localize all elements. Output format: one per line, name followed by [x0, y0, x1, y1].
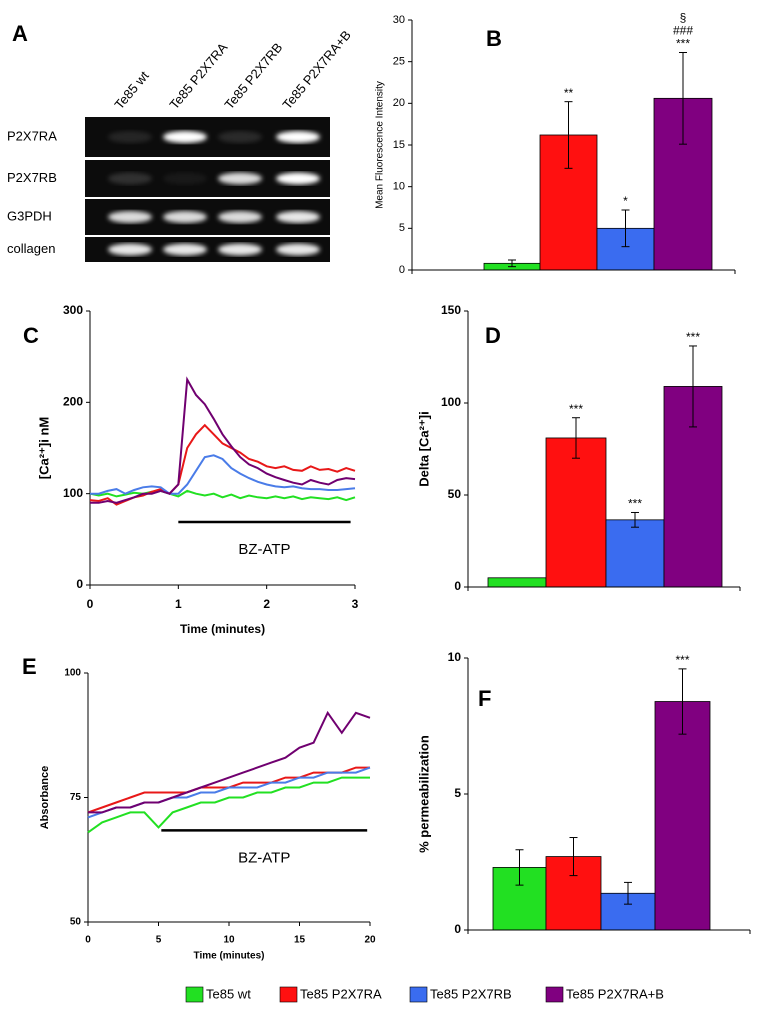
y-tick-label: 5	[454, 786, 461, 800]
bar	[545, 437, 607, 588]
panel-label: A	[12, 21, 28, 46]
y-tick-label: 10	[448, 650, 462, 664]
series-line	[87, 766, 370, 814]
legend-label: Te85 P2X7RA+B	[566, 986, 664, 1001]
row-label: collagen	[7, 241, 55, 256]
gel-band	[108, 243, 152, 256]
significance-label: ***	[569, 402, 583, 416]
y-tick-label: 75	[70, 792, 82, 803]
gel-band	[163, 243, 207, 256]
gel-band	[163, 131, 207, 143]
x-tick-label: 2	[263, 597, 270, 611]
gel-band	[108, 172, 152, 185]
x-tick-label: 20	[364, 935, 376, 946]
x-tick-label: 10	[223, 935, 235, 946]
gel-band	[276, 172, 320, 185]
legend-label: Te85 wt	[206, 986, 251, 1001]
y-tick-label: 0	[454, 922, 461, 936]
row-label: G3PDH	[7, 208, 52, 223]
significance-label: ***	[675, 653, 689, 667]
gel-band	[108, 131, 152, 143]
panel-label: E	[22, 654, 37, 679]
legend-swatch	[409, 986, 428, 1003]
x-tick-label: 5	[156, 935, 162, 946]
gel-band	[163, 172, 207, 185]
lane-label: Te85 P2X7RB	[221, 40, 285, 112]
gel-band	[218, 243, 262, 256]
lane-label: Te85 P2X7RA+B	[279, 27, 353, 112]
row-label: P2X7RB	[7, 170, 57, 185]
y-axis-title: Absorbance	[39, 766, 51, 830]
legend-label: Te85 P2X7RA	[300, 986, 382, 1001]
significance-label: ###	[673, 24, 693, 38]
x-tick-label: 0	[87, 597, 94, 611]
y-tick-label: 10	[393, 181, 405, 193]
gel-band	[163, 211, 207, 223]
y-tick-label: 150	[441, 303, 461, 317]
y-axis-title: % permeabilization	[416, 735, 431, 853]
series-line	[90, 454, 356, 495]
panel-label: C	[23, 323, 39, 348]
y-tick-label: 0	[76, 577, 83, 591]
significance-label: *	[623, 194, 628, 208]
significance-label: ***	[628, 497, 642, 511]
bar	[487, 577, 547, 588]
y-tick-label: 100	[63, 486, 83, 500]
y-tick-label: 5	[399, 222, 405, 234]
y-tick-label: 200	[63, 395, 83, 409]
panel-label: D	[485, 323, 501, 348]
bar	[654, 701, 711, 931]
panel-label: F	[478, 686, 491, 711]
y-tick-label: 100	[64, 668, 81, 679]
bar	[605, 519, 665, 588]
y-tick-label: 50	[70, 917, 82, 928]
gel-band	[276, 131, 320, 143]
legend-swatch	[545, 986, 564, 1003]
x-tick-label: 3	[352, 597, 359, 611]
x-tick-label: 1	[175, 597, 182, 611]
stimulus-label: BZ-ATP	[238, 541, 290, 558]
series-line	[87, 766, 371, 819]
legend-label: Te85 P2X7RB	[430, 986, 512, 1001]
y-axis-title: Delta [Ca²⁺]i	[416, 411, 431, 486]
gel-band	[218, 131, 262, 143]
series-line	[89, 489, 356, 502]
x-axis-title: Time (minutes)	[180, 622, 265, 636]
gel-band	[276, 243, 320, 256]
y-tick-label: 300	[63, 303, 83, 317]
significance-label: ***	[686, 330, 700, 344]
y-tick-label: 0	[399, 264, 405, 276]
gel-band	[218, 211, 262, 223]
y-tick-label: 20	[393, 97, 405, 109]
lane-label: Te85 P2X7RA	[166, 40, 230, 112]
significance-label: ***	[676, 37, 690, 51]
x-tick-label: 0	[85, 935, 91, 946]
y-tick-label: 30	[393, 14, 405, 26]
y-tick-label: 0	[454, 579, 461, 593]
row-label: P2X7RA	[7, 128, 57, 143]
x-axis-title: Time (minutes)	[194, 951, 265, 962]
y-tick-label: 25	[393, 56, 405, 68]
gel-band	[276, 211, 320, 223]
y-tick-label: 100	[441, 395, 461, 409]
y-axis-title: Mean Fluorescence Intensity	[375, 81, 386, 209]
panel-label: B	[486, 26, 502, 51]
significance-label: **	[564, 86, 574, 100]
lane-label: Te85 wt	[111, 68, 152, 112]
series-line	[87, 776, 370, 834]
gel-band	[218, 172, 262, 185]
stimulus-label: BZ-ATP	[238, 849, 290, 866]
series-line	[88, 710, 371, 814]
legend-swatch	[185, 986, 204, 1003]
y-tick-label: 15	[393, 139, 405, 151]
gel-band	[108, 211, 152, 223]
series-line	[90, 376, 356, 504]
significance-label: §	[680, 11, 687, 25]
x-tick-label: 15	[294, 935, 306, 946]
y-tick-label: 50	[448, 487, 462, 501]
y-axis-title: [Ca²⁺]i nM	[36, 417, 51, 479]
legend-swatch	[279, 986, 298, 1003]
